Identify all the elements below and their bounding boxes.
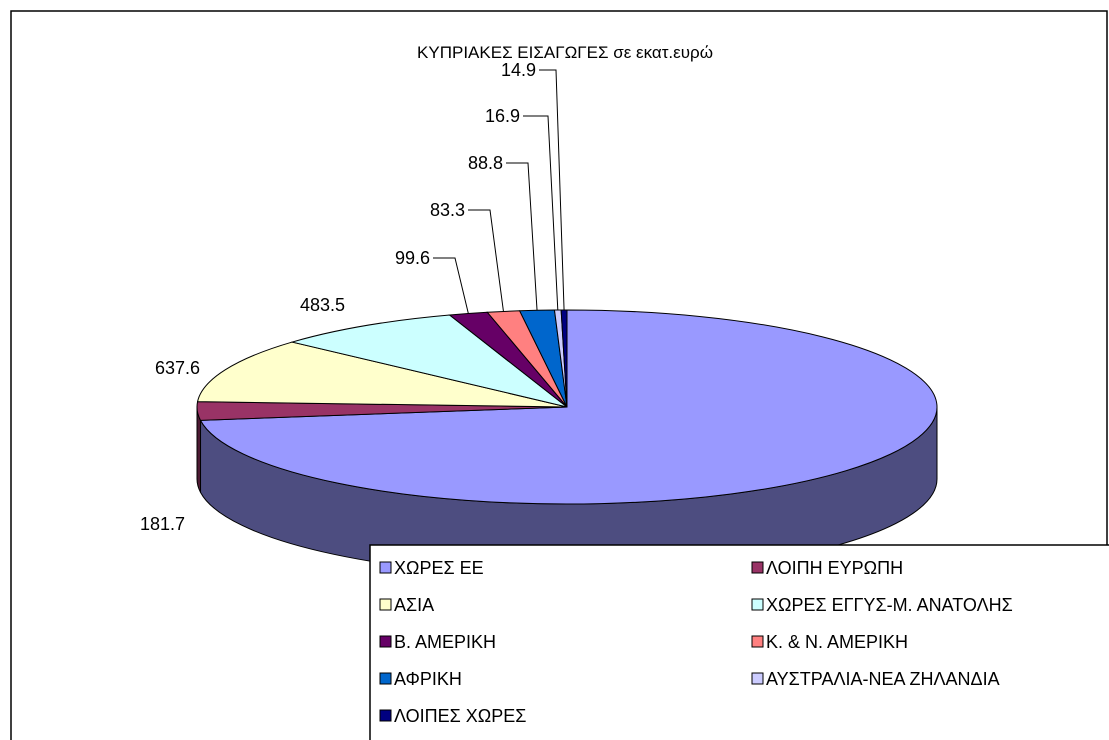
leader-line	[468, 209, 504, 312]
legend-label: ΛΟΙΠΗ ΕΥΡΩΠΗ	[766, 558, 903, 578]
slice	[196, 341, 568, 408]
data-label: 483.5	[300, 295, 345, 315]
legend-swatch	[379, 635, 392, 648]
data-label: 637.6	[155, 358, 200, 378]
legend-label: Β. ΑΜΕΡΙΚΗ	[394, 632, 496, 652]
leader-line	[506, 162, 538, 311]
legend-swatch	[751, 672, 764, 685]
data-label: 181.7	[140, 514, 185, 534]
legend-label: ΑΣΙΑ	[394, 595, 434, 615]
data-label: 14.9	[501, 60, 536, 80]
leader-line	[539, 69, 565, 311]
data-label: 88.8	[468, 153, 503, 173]
legend-swatch	[379, 598, 392, 611]
legend-swatch	[379, 672, 392, 685]
data-label: 99.6	[395, 248, 430, 268]
legend-label: ΑΦΡΙΚΗ	[394, 669, 462, 689]
legend-label: ΧΩΡΕΣ ΕΕ	[394, 558, 484, 578]
leader-line	[523, 115, 559, 311]
legend-label: ΛΟΙΠΕΣ ΧΩΡΕΣ	[394, 706, 526, 726]
legend-swatch	[379, 709, 392, 722]
leader-line	[433, 257, 469, 314]
legend-swatch	[379, 561, 392, 574]
data-label: 16.9	[485, 106, 520, 126]
chart-title: ΚΥΠΡΙΑΚΕΣ ΕΙΣΑΓΩΓΕΣ σε εκατ.ευρώ	[417, 43, 713, 62]
legend-swatch	[751, 598, 764, 611]
legend-box	[369, 544, 1109, 740]
slice	[199, 309, 938, 505]
data-label: 83.3	[430, 200, 465, 220]
legend-swatch	[751, 561, 764, 574]
legend-label: ΧΩΡΕΣ ΕΓΓΥΣ-Μ. ΑΝΑΤΟΛΗΣ	[766, 595, 1013, 615]
slice	[290, 314, 568, 408]
legend-swatch	[751, 635, 764, 648]
legend-label: ΑΥΣΤΡΑΛΙΑ-ΝΕΑ ΖΗΛΑΝΔΙΑ	[766, 669, 1000, 689]
legend-label: Κ. & Ν. ΑΜΕΡΙΚΗ	[766, 632, 908, 652]
